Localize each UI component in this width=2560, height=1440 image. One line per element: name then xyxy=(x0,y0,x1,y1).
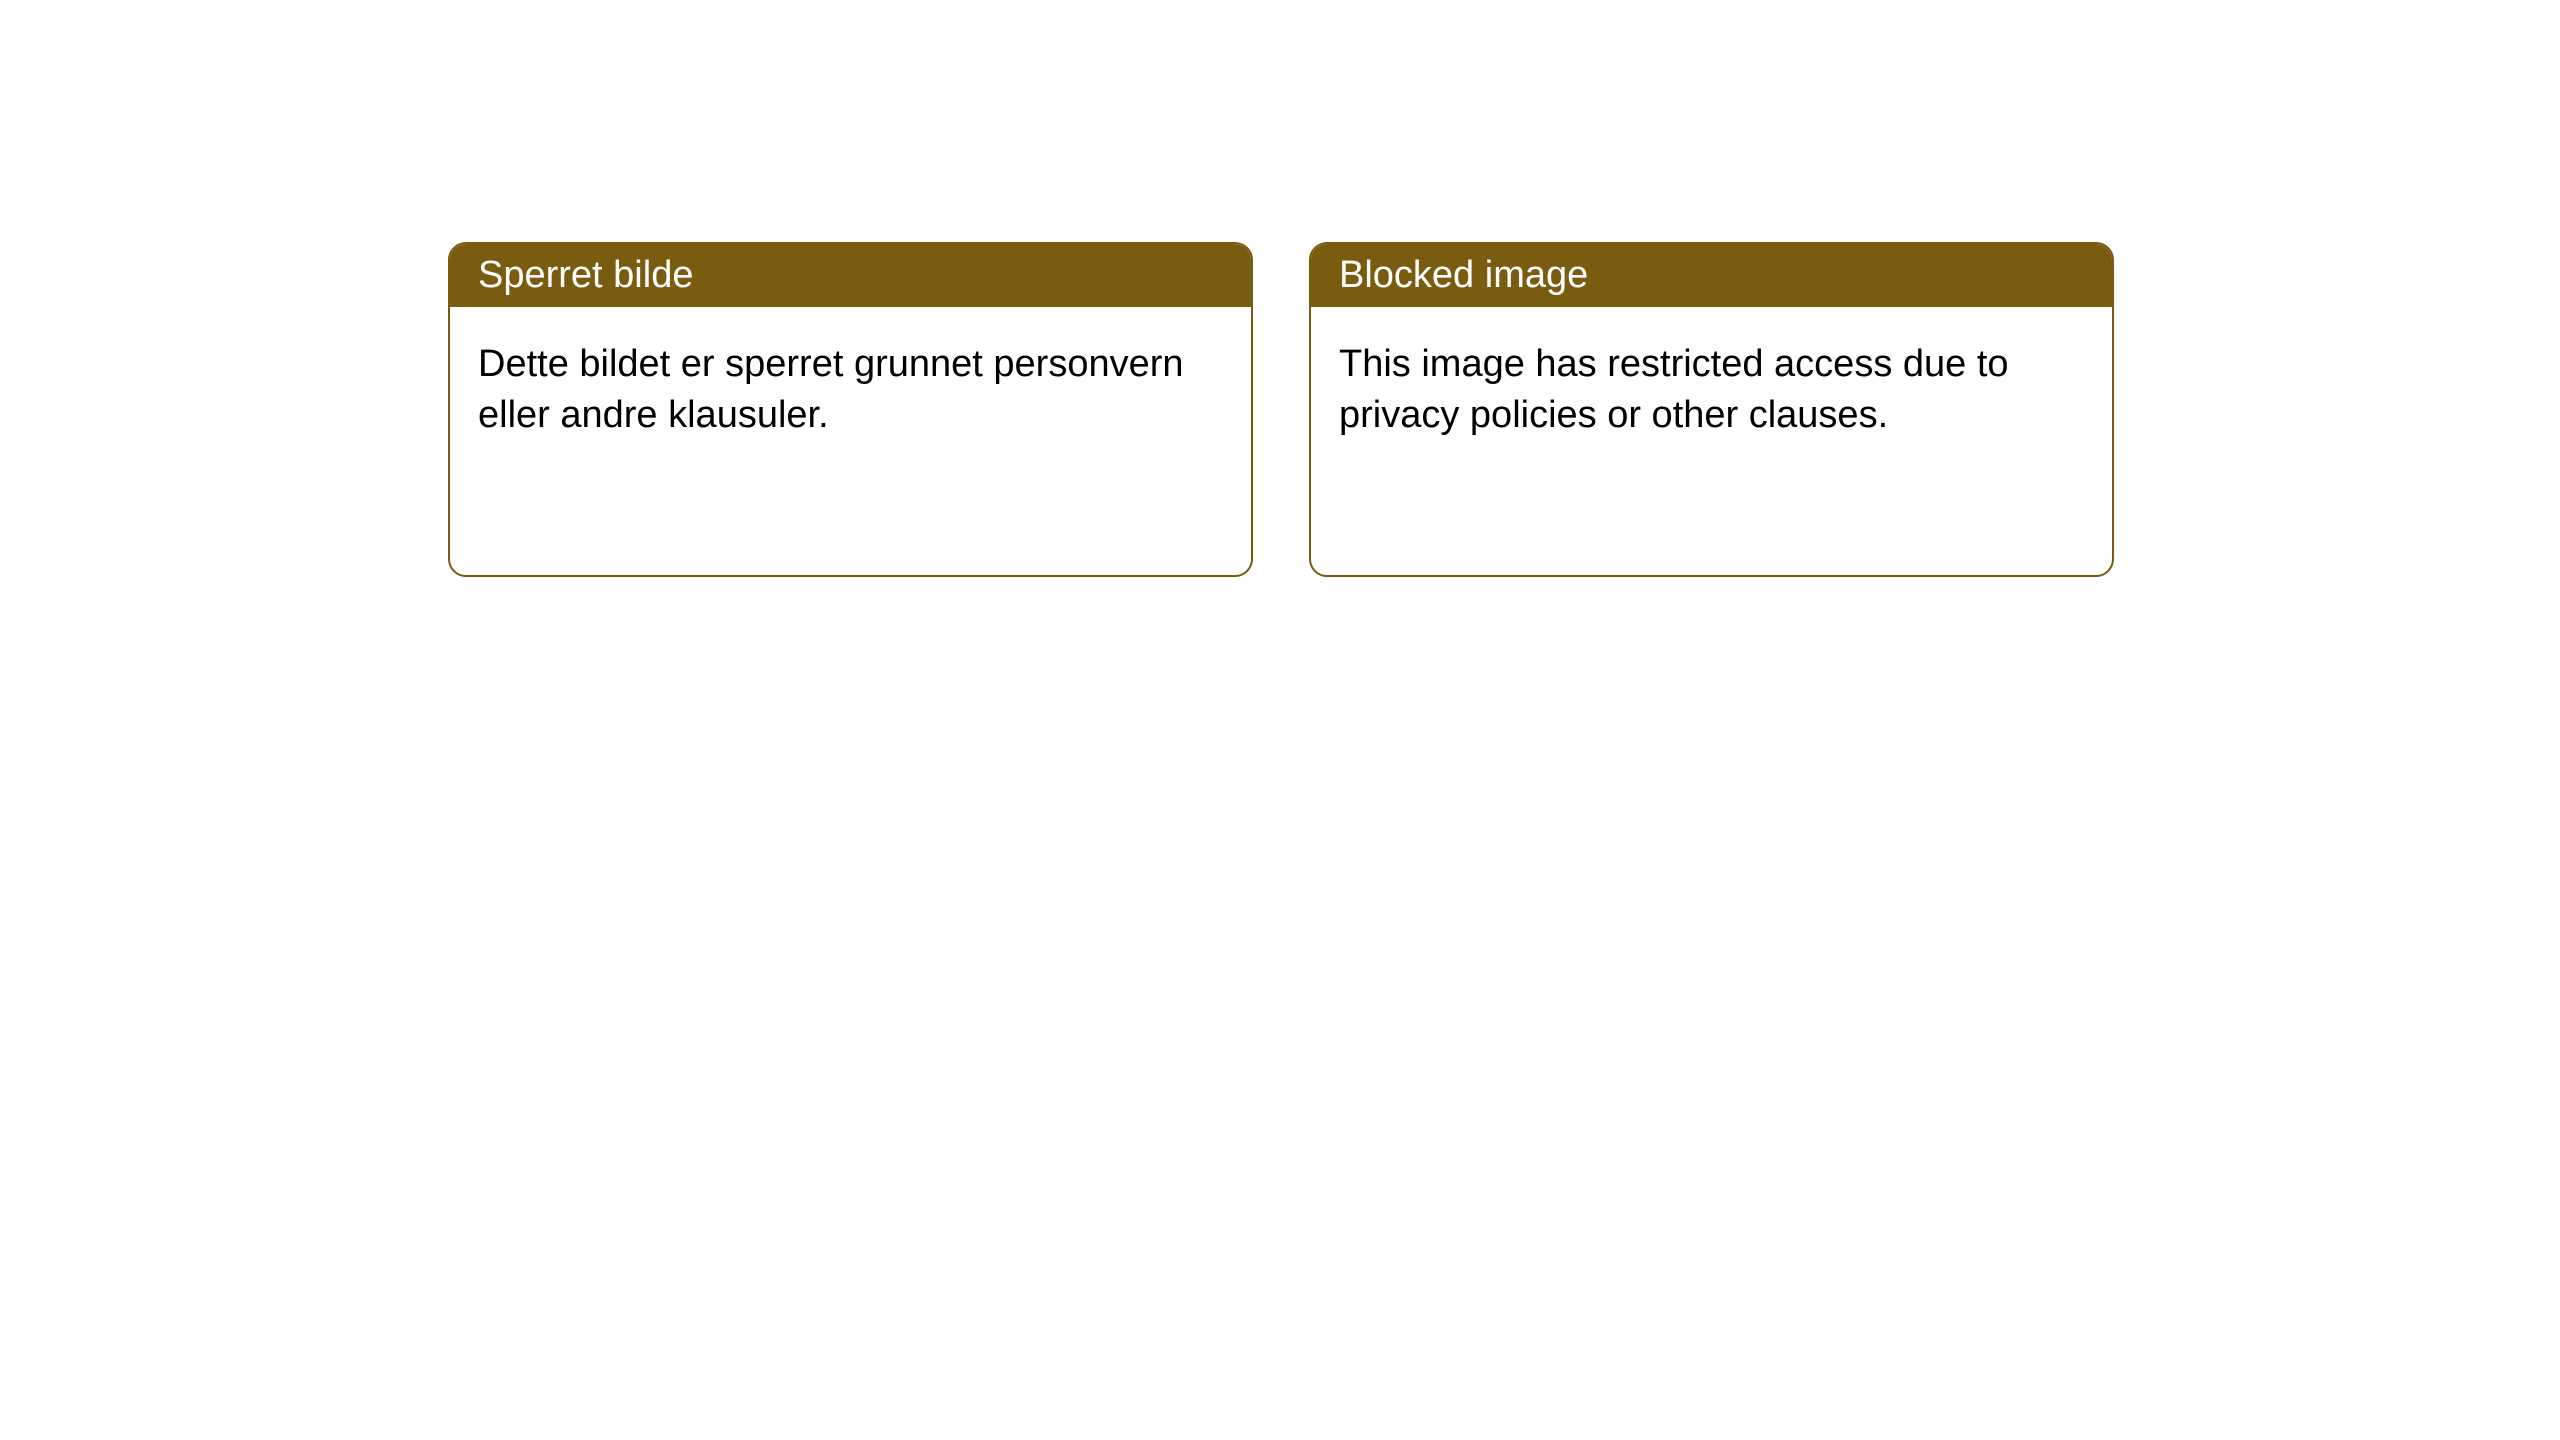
card-header: Blocked image xyxy=(1311,244,2112,307)
card-title: Sperret bilde xyxy=(478,254,693,296)
notice-card-norwegian: Sperret bilde Dette bildet er sperret gr… xyxy=(448,242,1253,577)
notice-card-english: Blocked image This image has restricted … xyxy=(1309,242,2114,577)
card-body-text: Dette bildet er sperret grunnet personve… xyxy=(478,343,1184,436)
card-body-text: This image has restricted access due to … xyxy=(1339,343,2009,436)
card-title: Blocked image xyxy=(1339,254,1588,296)
card-body: Dette bildet er sperret grunnet personve… xyxy=(450,307,1251,474)
notice-container: Sperret bilde Dette bildet er sperret gr… xyxy=(0,0,2560,577)
card-header: Sperret bilde xyxy=(450,244,1251,307)
card-body: This image has restricted access due to … xyxy=(1311,307,2112,474)
